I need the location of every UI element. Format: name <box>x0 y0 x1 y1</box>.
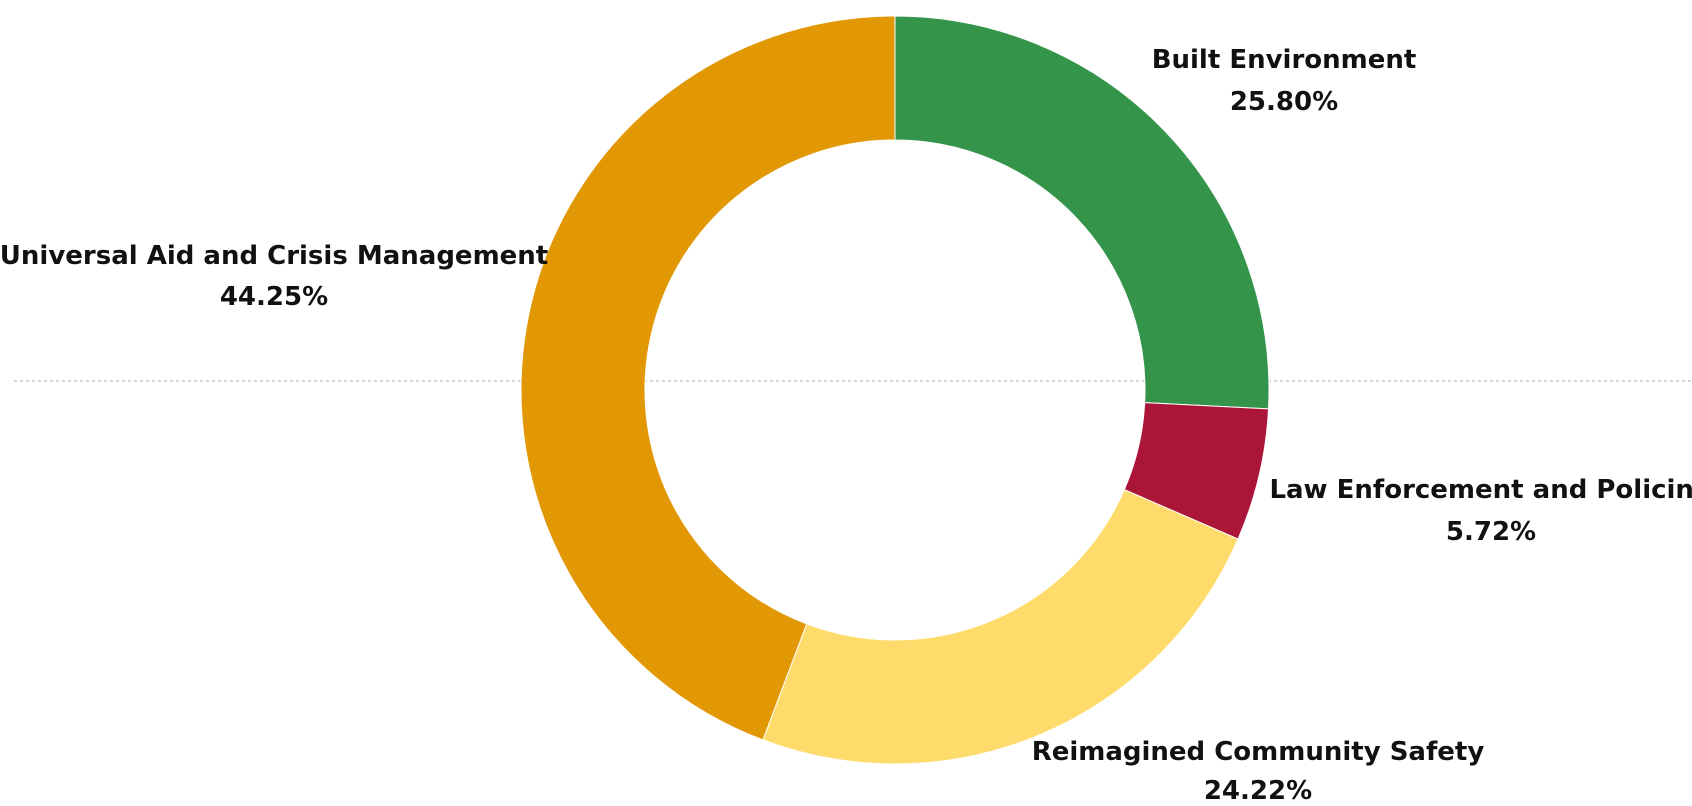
label-law-enforcement-value: 5.72% <box>1446 517 1536 547</box>
label-universal-aid-name: Universal Aid and Crisis Management <box>0 241 548 271</box>
label-law-enforcement-name: Law Enforcement and Policing <box>1269 475 1692 505</box>
donut-slices <box>520 15 1270 765</box>
label-universal-aid-value: 44.25% <box>220 282 328 312</box>
slice-universal-aid-and-crisis-management <box>520 15 896 741</box>
slice-labels: Built Environment 25.80% Law Enforcement… <box>0 45 1692 806</box>
label-reimagined-community-safety-value: 24.22% <box>1204 776 1312 806</box>
label-built-environment-value: 25.80% <box>1230 87 1338 117</box>
label-built-environment-name: Built Environment <box>1152 45 1417 75</box>
slice-built-environment <box>894 15 1270 410</box>
slice-reimagined-community-safety <box>762 488 1239 765</box>
label-reimagined-community-safety-name: Reimagined Community Safety <box>1032 737 1485 767</box>
